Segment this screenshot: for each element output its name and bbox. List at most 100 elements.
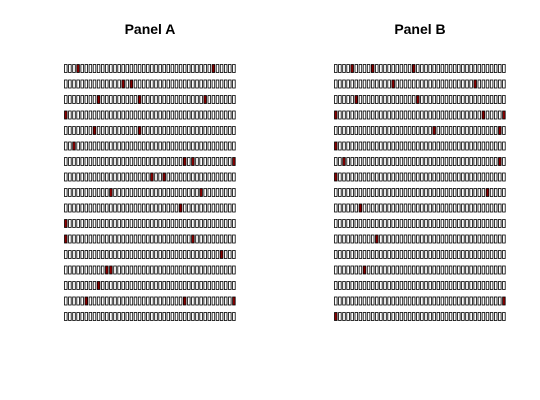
panel-b-cell-r13-c28 (448, 265, 453, 275)
panel-b-cell-r16-c8 (366, 312, 371, 321)
panel-b-cell-r0-c39 (493, 64, 498, 73)
panel-a-cell-r0-c0 (64, 64, 68, 73)
panel-b-cell-r0-c3 (346, 64, 350, 73)
panel-b-cell-r11-c36 (481, 234, 486, 244)
panel-b-cell-r13-c37 (485, 265, 490, 275)
panel-b-cell-r10-c9 (370, 219, 375, 228)
panel-b-cell-r8-c34 (473, 188, 477, 197)
panel-b-cell-r15-c10 (375, 296, 379, 306)
panel-a-cell-r11-c34 (203, 234, 207, 244)
panel-b-cell-r9-c27 (444, 203, 449, 213)
panel-b-cell-r7-c24 (432, 172, 436, 182)
panel-b-cell-r5-c2 (342, 141, 346, 151)
panel-b-cell-r3-c0 (334, 110, 338, 120)
panel-b-cell-r6-c12 (383, 157, 387, 166)
panel-b-cell-r15-c14 (391, 296, 395, 306)
panel-a-cell-r4-c23 (158, 126, 162, 135)
panel-a-cell-r0-c19 (141, 64, 146, 73)
panel-b-cell-r14-c27 (444, 281, 449, 290)
panel-a-cell-r14-c5 (84, 281, 88, 290)
panel-b-cell-r7-c40 (498, 172, 502, 182)
panel-a-cell-r2-c33 (199, 95, 203, 104)
panel-b-cell-r3-c1 (338, 110, 342, 120)
panel-a-cell-r14-c10 (105, 281, 109, 290)
panel-a-cell-r6-c0 (64, 157, 68, 166)
panel-b-cell-r8-c28 (448, 188, 453, 197)
panel-b-cell-r10-c4 (350, 219, 354, 228)
panel-b-cell-r12-c33 (469, 250, 473, 259)
panel-b-cell-r0-c2 (342, 64, 346, 73)
panel-b-cell-r3-c19 (411, 110, 416, 120)
panel-a-cell-r12-c17 (133, 250, 138, 259)
panel-a-cell-r1-c19 (141, 79, 146, 89)
panel-b-cell-r8-c25 (436, 188, 440, 197)
panel-a-cell-r14-c16 (129, 281, 134, 290)
panel-b-cell-r13-c23 (428, 265, 432, 275)
panel-b-cell-r9-c4 (350, 203, 354, 213)
panel-b-cell-r6-c22 (424, 157, 428, 166)
panel-a-cell-r14-c26 (170, 281, 175, 290)
panel-a-cell-r12-c37 (215, 250, 220, 259)
panel-b-cell-r4-c17 (403, 126, 408, 135)
panel-b-cell-r10-c36 (481, 219, 486, 228)
panel-a-cell-r1-c35 (207, 79, 211, 89)
panel-a-cell-r7-c7 (92, 172, 97, 182)
panel-b-cell-r3-c8 (366, 110, 371, 120)
panel-b-cell-r11-c34 (473, 234, 477, 244)
panel-b-cell-r8-c4 (350, 188, 354, 197)
panel-a-cell-r6-c21 (150, 157, 154, 166)
panel-b-cell-r5-c5 (354, 141, 358, 151)
panel-b-cell-r8-c5 (354, 188, 358, 197)
panel-a-cell-r11-c31 (191, 234, 195, 244)
panel-b-cell-r2-c36 (481, 95, 486, 104)
panel-b-cell-r16-c31 (461, 312, 465, 321)
panel-b-cell-r7-c7 (362, 172, 367, 182)
panel-a-cell-r5-c9 (101, 141, 105, 151)
panel-b-cell-r0-c1 (338, 64, 342, 73)
panel-b-cell-r5-c21 (420, 141, 424, 151)
panel-b-cell-r4-c16 (399, 126, 404, 135)
panel-a-cell-r5-c39 (223, 141, 228, 151)
panel-a-cell-r1-c33 (199, 79, 203, 89)
panel-a-cell-r11-c21 (150, 234, 154, 244)
panel-b-cell-r9-c37 (485, 203, 490, 213)
panel-a-cell-r4-c36 (211, 126, 216, 135)
panel-a-cell-r11-c24 (162, 234, 166, 244)
panel-b-cell-r14-c15 (395, 281, 399, 290)
panel-b-cell-r9-c1 (338, 203, 342, 213)
panel-a-cell-r0-c15 (125, 64, 129, 73)
panel-a-cell-r2-c17 (133, 95, 138, 104)
panel-a-cell-r9-c19 (141, 203, 146, 213)
panel-a-cell-r5-c33 (199, 141, 203, 151)
panel-b-cell-r12-c22 (424, 250, 428, 259)
panel-a-cell-r16-c0 (64, 312, 68, 321)
panel-b-cell-r2-c19 (411, 95, 416, 104)
panel-a-cell-r3-c31 (191, 110, 195, 120)
panel-b-cell-r15-c28 (448, 296, 453, 306)
panel-b-cell-r11-c11 (379, 234, 383, 244)
panel-b-cell-r12-c34 (473, 250, 477, 259)
panel-b-cell-r11-c4 (350, 234, 354, 244)
panel-b-cell-r11-c19 (411, 234, 416, 244)
panel-b-cell-r8-c31 (461, 188, 465, 197)
panel-a-cell-r1-c9 (101, 79, 105, 89)
panel-b-cell-r12-c32 (465, 250, 469, 259)
panel-b-cell-r3-c17 (403, 110, 408, 120)
panel-b-cell-r2-c27 (444, 95, 449, 104)
panel-b-cell-r1-c31 (461, 79, 465, 89)
panel-a-cell-r16-c41 (232, 312, 236, 321)
panel-a-cell-r11-c15 (125, 234, 129, 244)
panel-a-cell-r13-c23 (158, 265, 162, 275)
panel-b-cell-r6-c19 (411, 157, 416, 166)
panel-b-cell-r3-c4 (350, 110, 354, 120)
panel-a-cell-r9-c31 (191, 203, 195, 213)
panel-b-cell-r12-c15 (395, 250, 399, 259)
panel-b-cell-r9-c40 (498, 203, 502, 213)
panel-a-cell-r11-c0 (64, 234, 68, 244)
panel-b-cell-r8-c29 (452, 188, 457, 197)
panel-a-cell-r13-c27 (174, 265, 179, 275)
panel-b-cell-r12-c7 (362, 250, 367, 259)
panel-b-cell-r7-c4 (350, 172, 354, 182)
panel-b-cell-r13-c10 (375, 265, 379, 275)
panel-b-cell-r2-c0 (334, 95, 338, 104)
